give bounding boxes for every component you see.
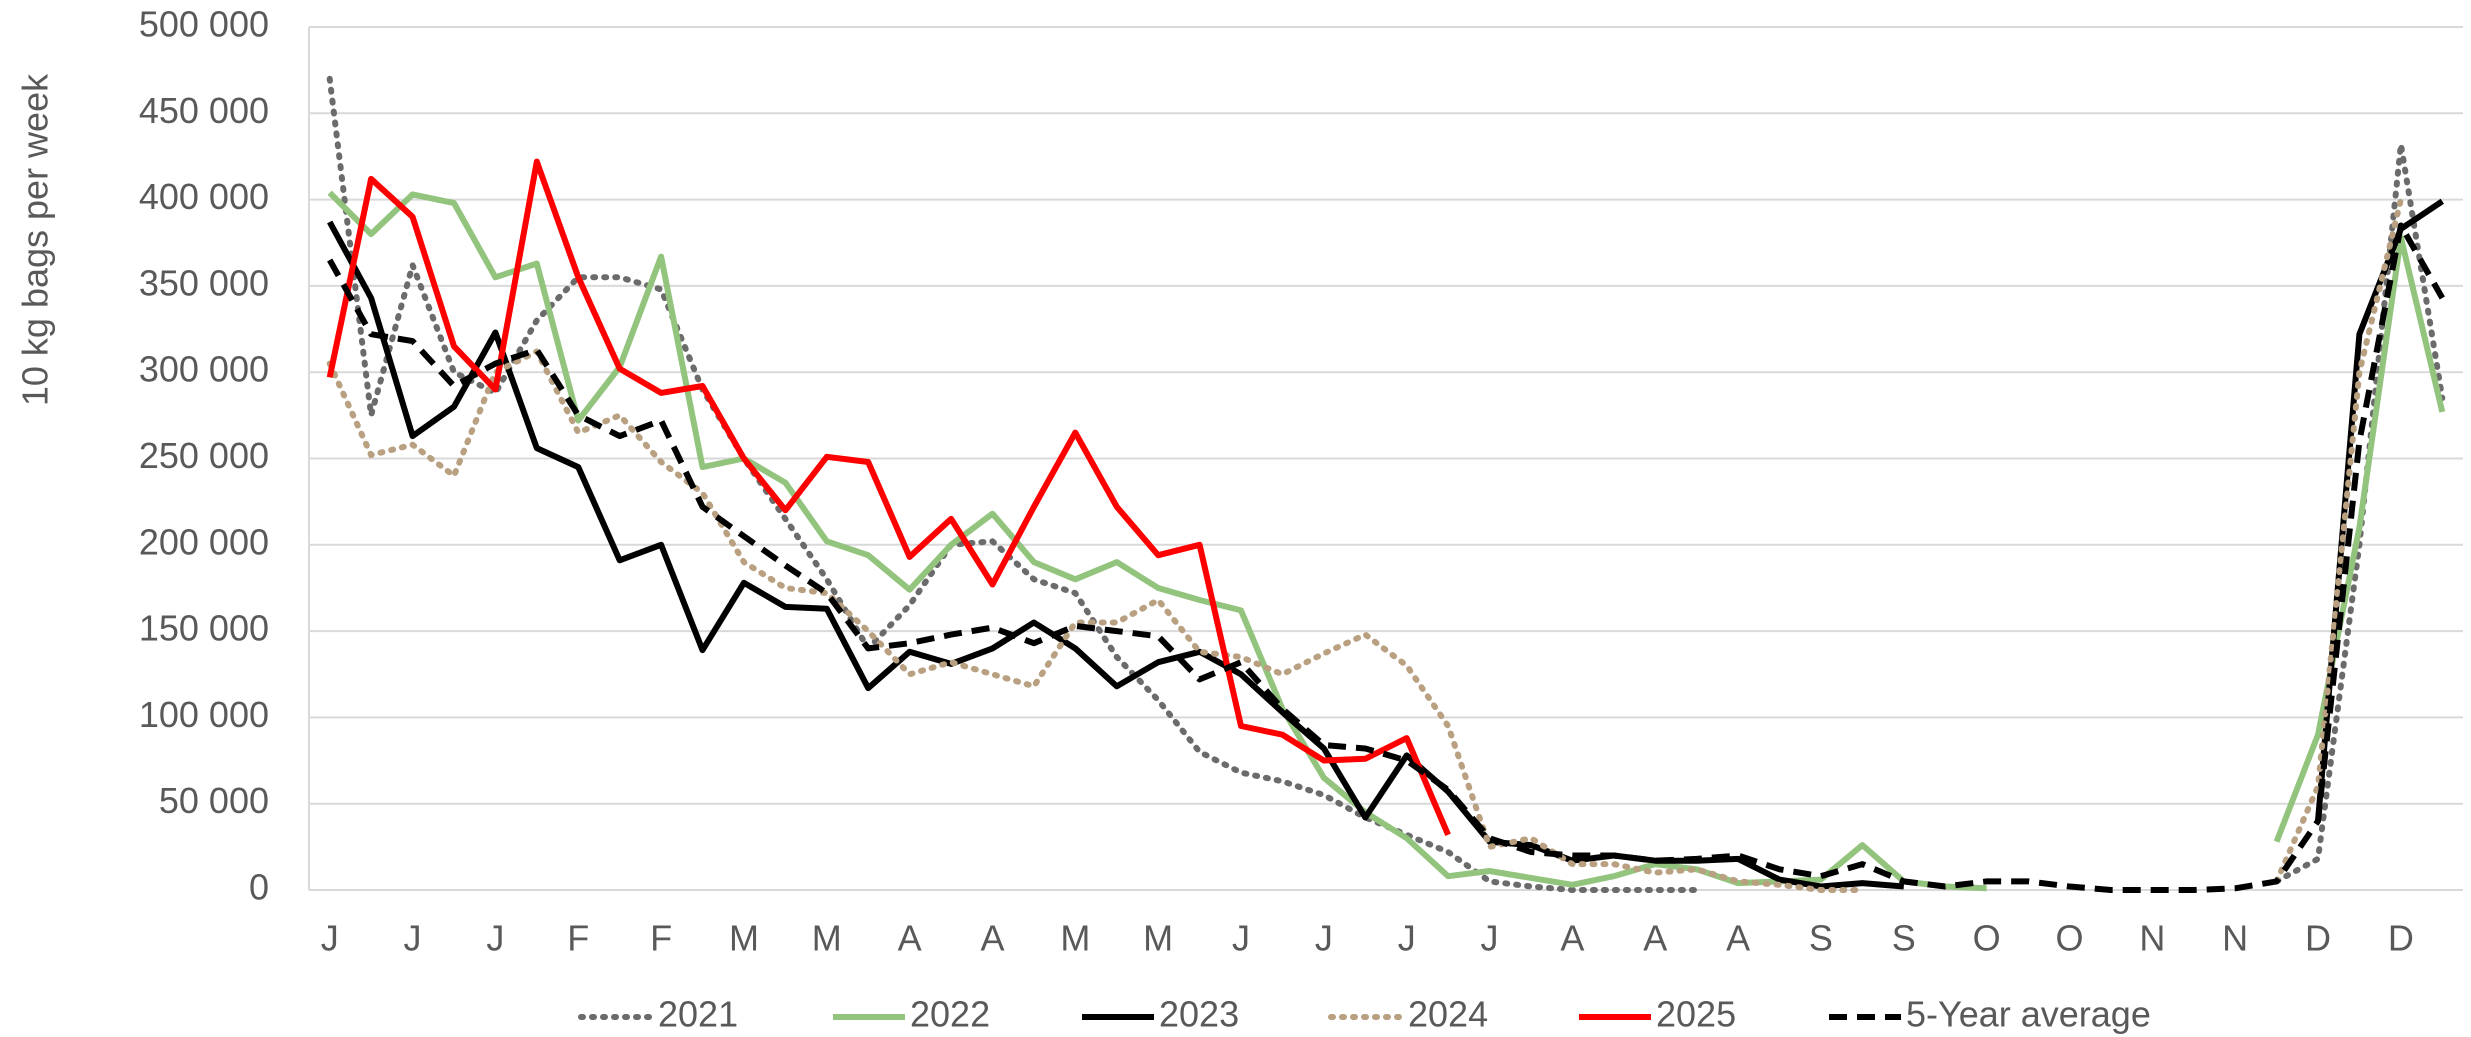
x-tick-label: M bbox=[812, 918, 842, 959]
x-tick-label: A bbox=[1726, 918, 1750, 959]
y-tick-label: 100 000 bbox=[139, 694, 269, 735]
x-tick-label: J bbox=[1232, 918, 1250, 959]
legend-label: 2023 bbox=[1159, 994, 1239, 1035]
y-tick-label: 0 bbox=[249, 867, 269, 908]
y-tick-label: 200 000 bbox=[139, 521, 269, 562]
x-tick-label: M bbox=[729, 918, 759, 959]
x-tick-label: S bbox=[1892, 918, 1916, 959]
y-tick-label: 400 000 bbox=[139, 176, 269, 217]
x-tick-label: F bbox=[650, 918, 672, 959]
y-tick-label: 150 000 bbox=[139, 608, 269, 649]
x-tick-label: D bbox=[2305, 918, 2331, 959]
y-tick-label: 300 000 bbox=[139, 349, 269, 390]
x-tick-label: J bbox=[486, 918, 504, 959]
series-line bbox=[326, 196, 2404, 893]
x-tick-label: A bbox=[1643, 918, 1667, 959]
x-tick-label: M bbox=[1143, 918, 1173, 959]
x-tick-label: F bbox=[567, 918, 589, 959]
legend-label: 2025 bbox=[1656, 994, 1736, 1035]
x-tick-label: J bbox=[1481, 918, 1499, 959]
x-tick-label: M bbox=[1060, 918, 1090, 959]
x-tick-label: O bbox=[1973, 918, 2001, 959]
y-axis-title: 10 kg bags per week bbox=[15, 73, 56, 406]
y-tick-label: 450 000 bbox=[139, 90, 269, 131]
x-tick-label: S bbox=[1809, 918, 1833, 959]
legend-label: 2024 bbox=[1408, 994, 1488, 1035]
x-tick-label: J bbox=[1398, 918, 1416, 959]
x-tick-label: J bbox=[1315, 918, 1333, 959]
legend-label: 2021 bbox=[658, 994, 738, 1035]
y-tick-label: 250 000 bbox=[139, 435, 269, 476]
x-tick-label: J bbox=[321, 918, 339, 959]
y-tick-label: 500 000 bbox=[139, 4, 269, 45]
x-tick-label: O bbox=[2055, 918, 2083, 959]
y-tick-label: 350 000 bbox=[139, 262, 269, 303]
legend-label: 2022 bbox=[910, 994, 990, 1035]
x-tick-label: A bbox=[980, 918, 1004, 959]
legend-label: 5-Year average bbox=[1906, 994, 2151, 1035]
y-tick-label: 50 000 bbox=[159, 780, 269, 821]
x-tick-label: D bbox=[2388, 918, 2414, 959]
x-tick-label: A bbox=[898, 918, 922, 959]
series-line bbox=[327, 222, 2445, 893]
x-tick-label: N bbox=[2222, 918, 2248, 959]
x-tick-label: J bbox=[404, 918, 422, 959]
x-tick-label: N bbox=[2139, 918, 2165, 959]
x-tick-label: A bbox=[1560, 918, 1584, 959]
series-line bbox=[326, 158, 1451, 836]
series-line bbox=[326, 75, 2446, 893]
